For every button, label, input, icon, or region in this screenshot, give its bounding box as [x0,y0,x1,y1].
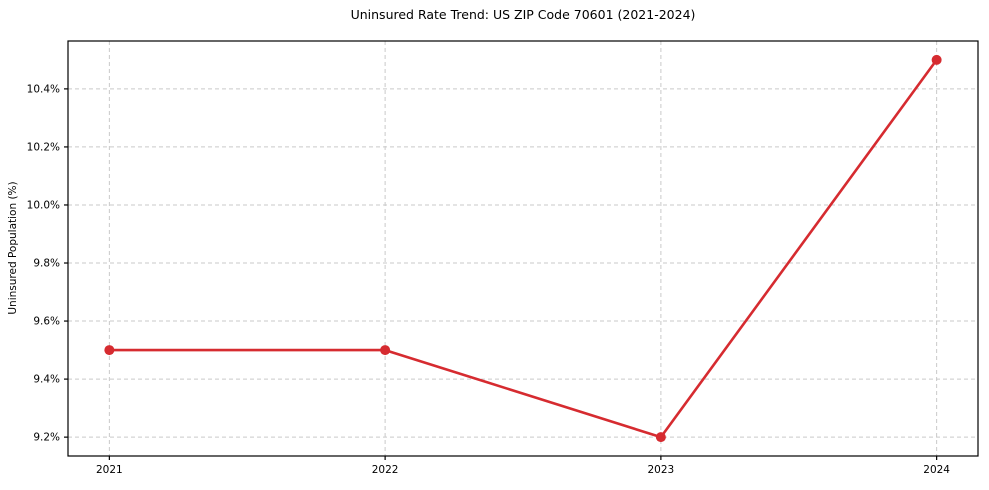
chart-title: Uninsured Rate Trend: US ZIP Code 70601 … [350,7,696,22]
data-point-marker [104,345,115,356]
y-tick-label: 9.4% [33,374,60,386]
data-point-marker [931,54,942,65]
x-tick-label: 2021 [96,464,123,476]
x-tick-label: 2024 [923,464,950,476]
y-tick-label: 9.6% [33,316,60,328]
y-tick-label: 9.2% [33,432,60,444]
x-tick-label: 2023 [648,464,675,476]
y-tick-label: 9.8% [33,258,60,270]
y-axis-label: Uninsured Population (%) [7,181,19,315]
data-point-marker [380,345,391,356]
y-tick-label: 10.0% [27,199,60,211]
x-tick-label: 2022 [372,464,399,476]
trend-line [108,58,938,439]
y-tick-label: 10.4% [27,83,60,95]
data-point-marker [655,432,666,443]
plot-border [67,40,979,457]
y-tick-label: 10.2% [27,141,60,153]
